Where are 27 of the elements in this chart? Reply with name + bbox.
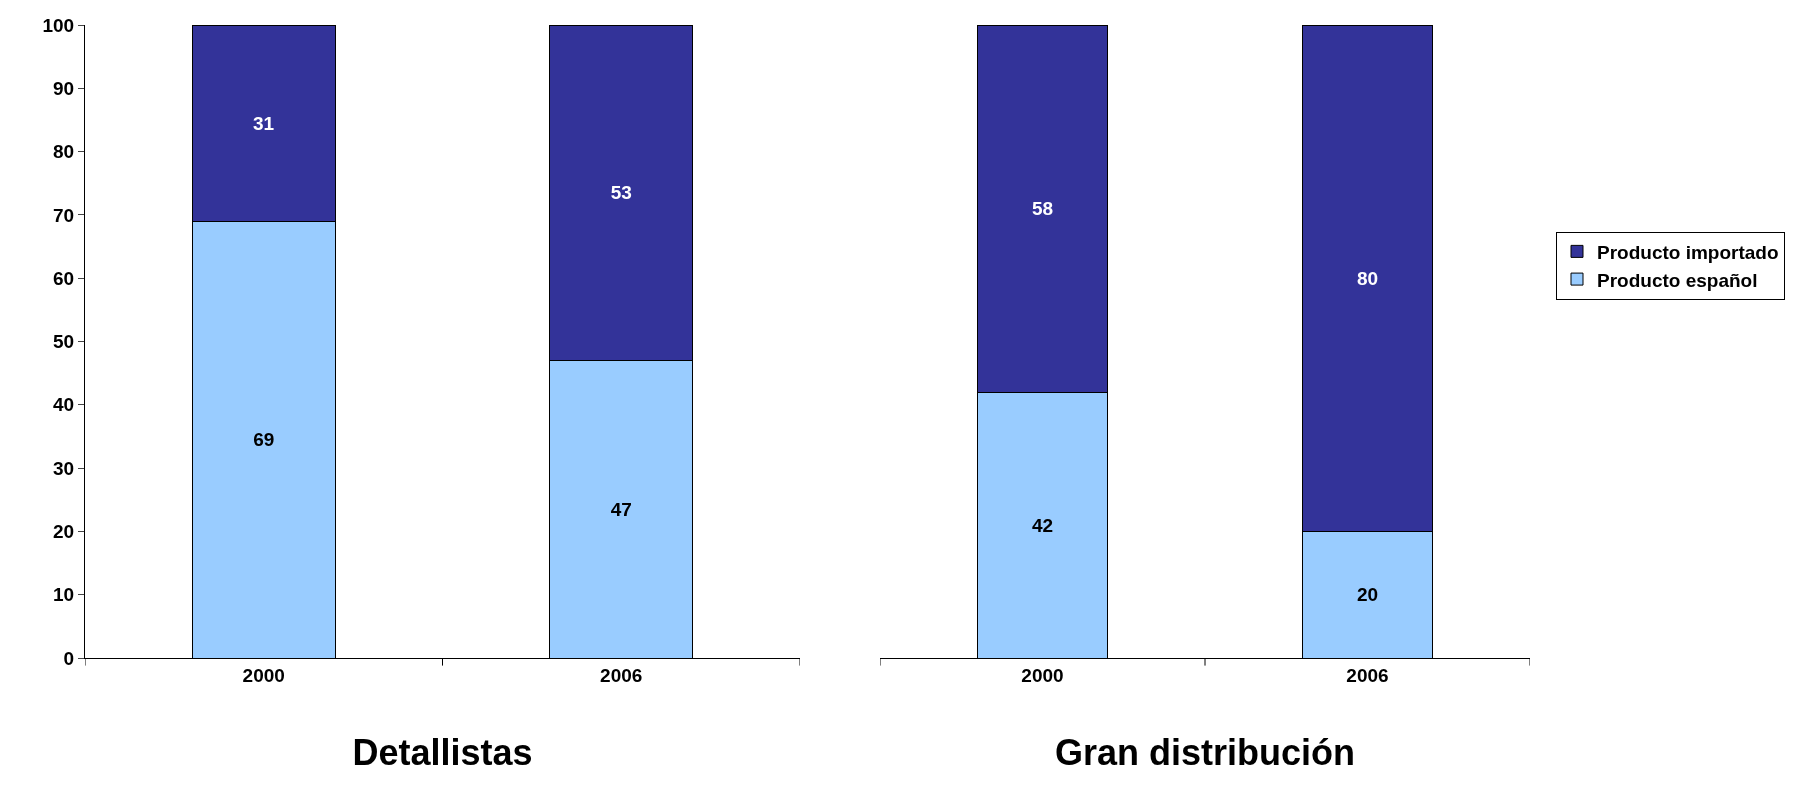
y-tick-label: 10 — [53, 584, 75, 606]
x-tick-label: 2006 — [1346, 664, 1389, 686]
y-tick-label: 20 — [53, 521, 75, 543]
y-tick-label: 0 — [63, 647, 75, 669]
data-label: 53 — [610, 182, 632, 204]
x-axis-title: Detallistas — [352, 732, 533, 774]
y-tick-label: 40 — [53, 394, 75, 416]
y-tick-label: 30 — [53, 457, 75, 479]
data-label: 47 — [610, 498, 632, 520]
data-label: 69 — [253, 429, 275, 451]
y-tick-label: 50 — [53, 331, 75, 353]
data-label: 58 — [1031, 198, 1054, 220]
x-tick-label: 2000 — [1021, 664, 1064, 686]
y-tick-label: 90 — [53, 77, 75, 99]
x-tick-label: 2000 — [242, 664, 285, 686]
data-label: 20 — [1356, 584, 1379, 606]
x-axis-title: Gran distribución — [1054, 732, 1356, 774]
y-tick-label: 60 — [53, 267, 75, 289]
data-label: 31 — [252, 112, 275, 134]
legend-label: Producto español — [1597, 269, 1758, 291]
y-tick-label: 80 — [53, 141, 75, 163]
data-label: 80 — [1356, 267, 1379, 289]
data-label: 42 — [1031, 514, 1054, 536]
x-tick-label: 2006 — [600, 664, 643, 686]
legend-label: Producto importado — [1597, 241, 1779, 263]
y-tick-label: 70 — [53, 204, 75, 226]
y-tick-label: 100 — [42, 14, 75, 36]
